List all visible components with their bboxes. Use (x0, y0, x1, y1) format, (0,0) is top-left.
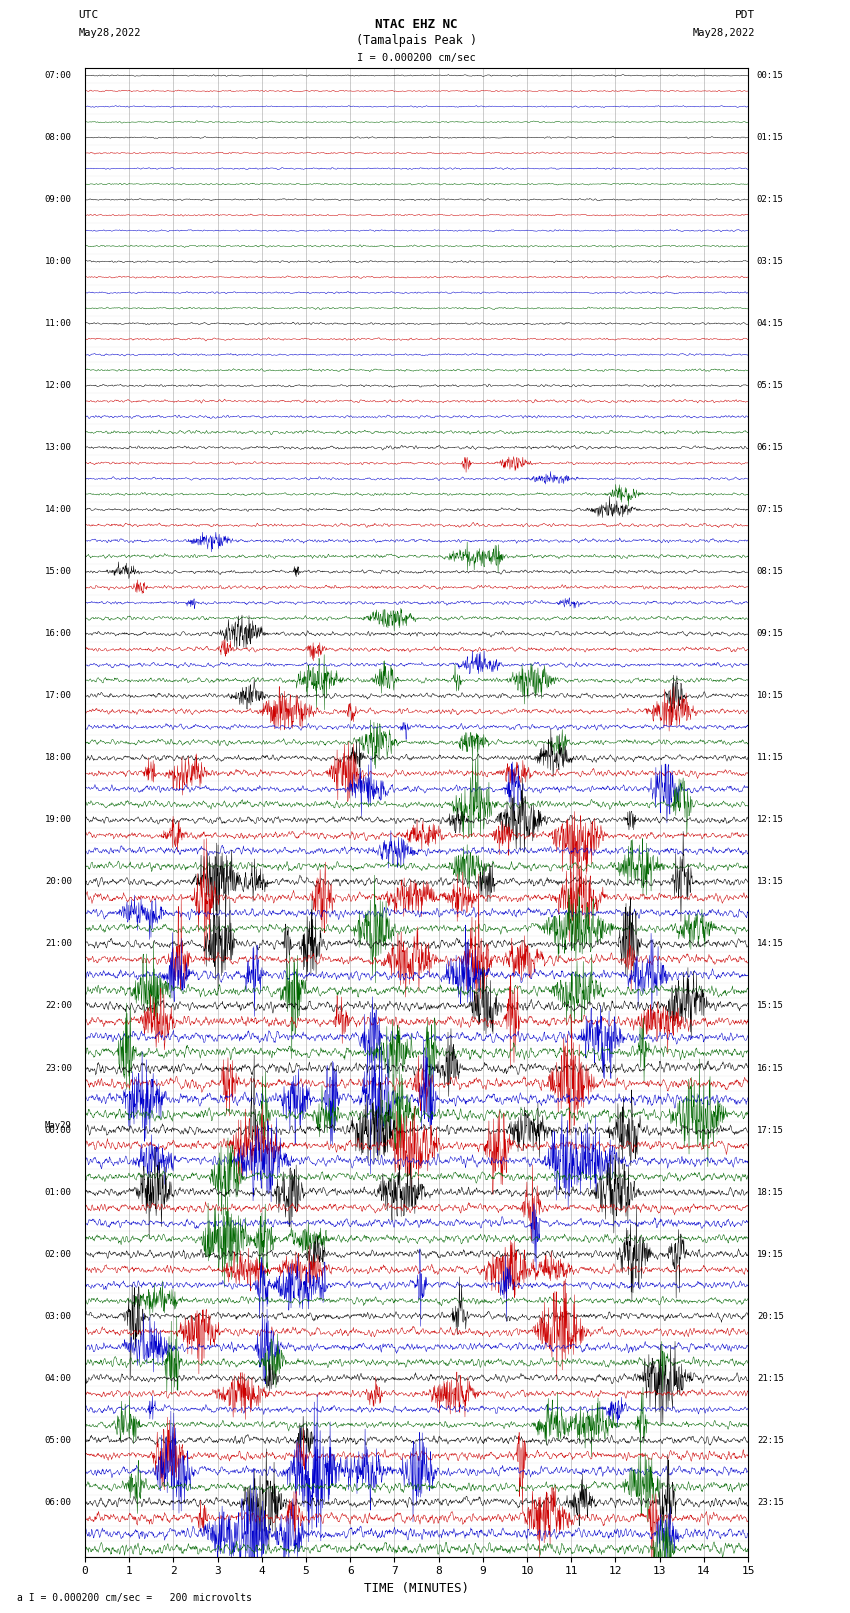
Text: 16:15: 16:15 (756, 1063, 784, 1073)
Text: 09:00: 09:00 (45, 195, 71, 205)
Text: 06:00: 06:00 (45, 1498, 71, 1507)
Text: 10:15: 10:15 (756, 692, 784, 700)
Text: 20:15: 20:15 (756, 1311, 784, 1321)
Text: 08:00: 08:00 (45, 132, 71, 142)
Text: 21:00: 21:00 (45, 939, 71, 948)
Text: 18:15: 18:15 (756, 1187, 784, 1197)
X-axis label: TIME (MINUTES): TIME (MINUTES) (364, 1582, 469, 1595)
Text: 15:00: 15:00 (45, 568, 71, 576)
Text: 00:00: 00:00 (45, 1126, 71, 1134)
Text: 02:15: 02:15 (756, 195, 784, 205)
Text: 03:15: 03:15 (756, 256, 784, 266)
Text: 22:15: 22:15 (756, 1436, 784, 1445)
Text: 10:00: 10:00 (45, 256, 71, 266)
Text: 05:00: 05:00 (45, 1436, 71, 1445)
Text: 18:00: 18:00 (45, 753, 71, 763)
Text: 09:15: 09:15 (756, 629, 784, 639)
Text: 20:00: 20:00 (45, 877, 71, 887)
Text: 23:15: 23:15 (756, 1498, 784, 1507)
Text: May29: May29 (45, 1121, 71, 1131)
Text: 04:00: 04:00 (45, 1374, 71, 1382)
Text: I = 0.000200 cm/sec: I = 0.000200 cm/sec (357, 53, 476, 63)
Text: 04:15: 04:15 (756, 319, 784, 327)
Text: 03:00: 03:00 (45, 1311, 71, 1321)
Text: 19:15: 19:15 (756, 1250, 784, 1258)
Text: 23:00: 23:00 (45, 1063, 71, 1073)
Text: 14:15: 14:15 (756, 939, 784, 948)
Text: 14:00: 14:00 (45, 505, 71, 515)
Text: 22:00: 22:00 (45, 1002, 71, 1010)
Text: 07:00: 07:00 (45, 71, 71, 81)
Text: 12:15: 12:15 (756, 816, 784, 824)
Text: 05:15: 05:15 (756, 381, 784, 390)
Text: 12:00: 12:00 (45, 381, 71, 390)
Text: 15:15: 15:15 (756, 1002, 784, 1010)
Text: 01:00: 01:00 (45, 1187, 71, 1197)
Text: 00:15: 00:15 (756, 71, 784, 81)
Text: UTC: UTC (78, 10, 99, 19)
Text: 02:00: 02:00 (45, 1250, 71, 1258)
Text: PDT: PDT (734, 10, 755, 19)
Text: 07:15: 07:15 (756, 505, 784, 515)
Text: May28,2022: May28,2022 (78, 27, 141, 39)
Text: 19:00: 19:00 (45, 816, 71, 824)
Text: 17:15: 17:15 (756, 1126, 784, 1134)
Text: (Tamalpais Peak ): (Tamalpais Peak ) (356, 34, 477, 47)
Text: May28,2022: May28,2022 (692, 27, 755, 39)
Text: 13:00: 13:00 (45, 444, 71, 452)
Text: 08:15: 08:15 (756, 568, 784, 576)
Text: 13:15: 13:15 (756, 877, 784, 887)
Text: 21:15: 21:15 (756, 1374, 784, 1382)
Text: NTAC EHZ NC: NTAC EHZ NC (375, 18, 458, 31)
Text: 01:15: 01:15 (756, 132, 784, 142)
Text: 11:15: 11:15 (756, 753, 784, 763)
Text: 11:00: 11:00 (45, 319, 71, 327)
Text: 16:00: 16:00 (45, 629, 71, 639)
Text: a I = 0.000200 cm/sec =   200 microvolts: a I = 0.000200 cm/sec = 200 microvolts (17, 1594, 252, 1603)
Text: 17:00: 17:00 (45, 692, 71, 700)
Text: 06:15: 06:15 (756, 444, 784, 452)
